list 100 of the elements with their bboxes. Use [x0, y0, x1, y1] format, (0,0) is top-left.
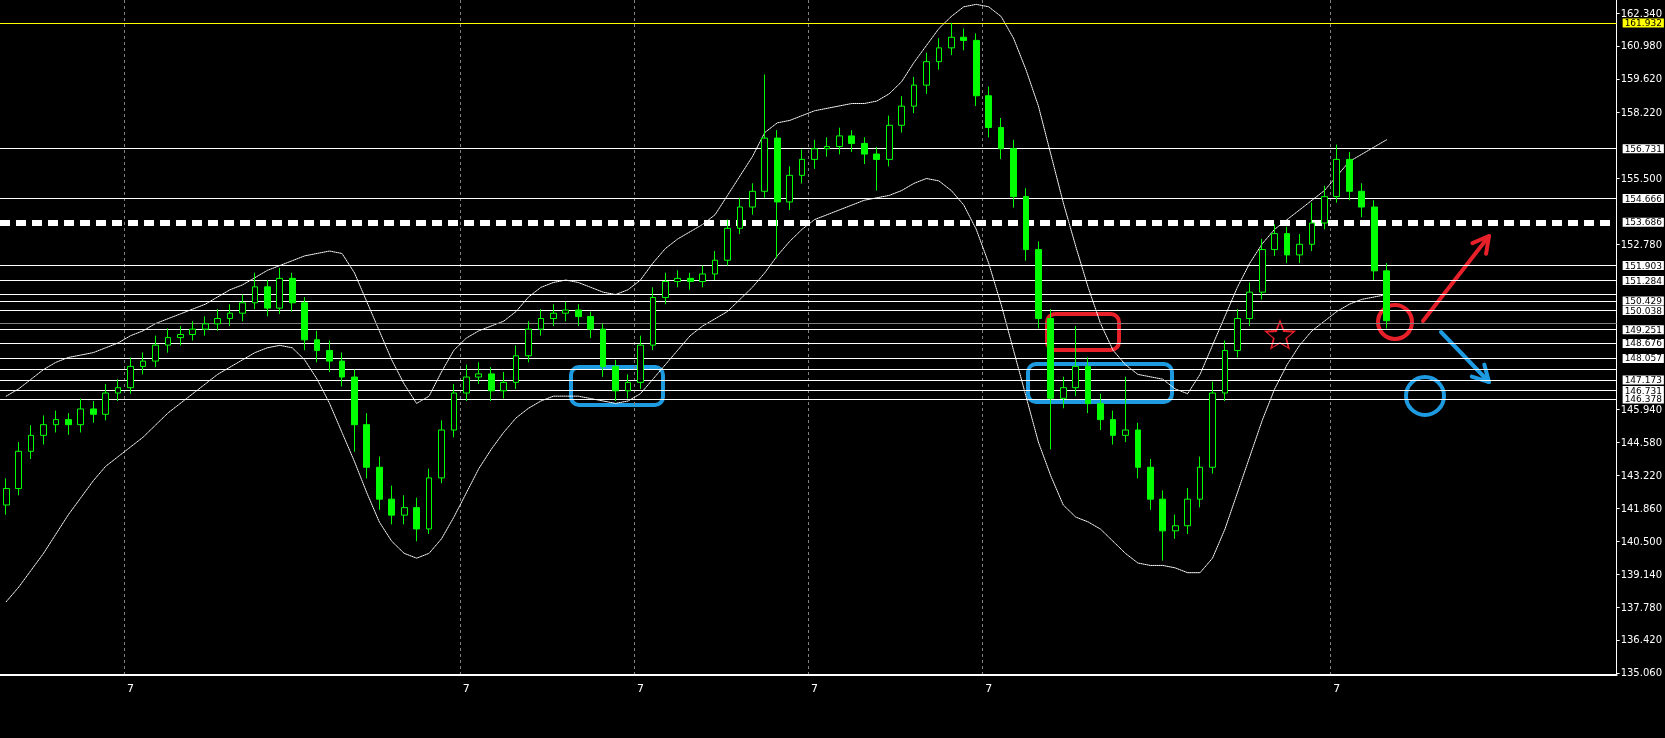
candlestick	[314, 330, 320, 363]
candlestick	[761, 73, 768, 199]
candlestick	[1321, 185, 1328, 230]
candlestick	[339, 352, 345, 387]
candlestick	[1060, 376, 1067, 409]
candlestick	[1209, 381, 1216, 475]
candlestick	[1234, 308, 1241, 358]
y-tick-label: 162.340	[1620, 7, 1663, 19]
candlestick	[612, 359, 619, 402]
candlestick	[28, 424, 34, 460]
y-tick-label: 145.940	[1620, 404, 1663, 416]
candlestick	[401, 494, 408, 525]
y-tick-label: 141.860	[1620, 502, 1663, 514]
candlestick	[1383, 262, 1390, 329]
candlestick	[1284, 226, 1290, 264]
candlestick	[1371, 199, 1378, 281]
candlestick	[1172, 514, 1179, 540]
candlestick	[438, 419, 445, 484]
candlestick	[898, 95, 905, 134]
candlestick	[326, 340, 333, 373]
candlestick	[214, 308, 221, 332]
candlestick	[861, 136, 868, 165]
x-tick-label: 7	[985, 682, 993, 695]
candlestick	[1097, 393, 1104, 431]
y-tick-label: 140.500	[1620, 535, 1663, 547]
candlestick	[451, 383, 457, 438]
candlestick	[1333, 144, 1340, 204]
candlestick	[1035, 240, 1042, 329]
candlestick	[189, 320, 196, 342]
candlestick	[363, 412, 370, 479]
candlestick	[562, 301, 569, 322]
candlestick	[724, 219, 731, 267]
candlestick	[699, 265, 706, 288]
candlestick	[376, 456, 383, 511]
candlestick	[923, 52, 930, 95]
candlestick	[15, 441, 22, 496]
y-tick-label: 158.220	[1620, 107, 1663, 119]
ref-line-label: 147.173	[1624, 374, 1662, 385]
y-tick-label: 160.980	[1620, 40, 1663, 52]
candlestick	[77, 398, 84, 433]
candlestick	[276, 267, 283, 315]
candlestick	[973, 32, 980, 107]
candlestick	[737, 197, 743, 235]
ref-line-label: 151.903	[1624, 260, 1662, 271]
y-tick-label: 159.620	[1620, 73, 1663, 85]
candlestick	[1309, 202, 1315, 252]
candlestick	[575, 303, 582, 327]
y-tick-label: 139.140	[1620, 568, 1663, 580]
candlestick	[53, 410, 59, 433]
y-tick-label: 137.780	[1620, 601, 1663, 613]
candlestick	[1110, 410, 1116, 446]
candlestick	[650, 286, 656, 351]
candlestick	[1047, 308, 1054, 450]
candlestick	[836, 127, 843, 155]
candlestick	[1072, 325, 1079, 397]
x-tick-label: 7	[636, 682, 644, 695]
candlestick	[351, 369, 358, 453]
candlestick	[3, 477, 10, 516]
candlestick	[1246, 281, 1253, 327]
candlestick	[873, 146, 880, 192]
candlestick	[1023, 187, 1029, 262]
candlestick	[687, 272, 694, 291]
candlestick	[115, 378, 121, 402]
candlestick	[1222, 340, 1228, 402]
y-tick-label: 135.060	[1620, 667, 1663, 679]
candlestick	[936, 37, 942, 71]
candlestick	[500, 371, 507, 400]
x-tick-label: 7	[1333, 682, 1341, 695]
ref-line-label: 156.731	[1624, 143, 1662, 154]
ref-line-label: 146.731	[1624, 385, 1662, 396]
candlestick	[948, 22, 955, 56]
ref-line-label: 154.666	[1624, 193, 1663, 204]
candlestick	[388, 485, 395, 525]
candlestick	[1197, 456, 1203, 508]
candlestick	[1147, 458, 1154, 511]
candlestick	[674, 269, 681, 288]
x-tick-label: 7	[127, 682, 135, 695]
candlestick	[152, 335, 159, 368]
candlestick	[625, 373, 631, 400]
candlestick	[811, 139, 818, 170]
candlestick	[749, 182, 756, 216]
candlestick	[426, 468, 432, 535]
candlestick	[140, 352, 146, 375]
candlestick	[587, 311, 594, 339]
candlestick	[960, 28, 967, 51]
x-tick-label: 7	[462, 682, 470, 695]
candlestick	[998, 117, 1004, 160]
candlestick	[1296, 233, 1303, 264]
candlestick	[600, 323, 606, 378]
candlestick	[1259, 238, 1266, 300]
ref-line-label: 151.284	[1624, 275, 1663, 286]
candlestick	[786, 165, 793, 211]
candlestick	[911, 76, 917, 114]
candlestick	[413, 497, 420, 542]
candlestick	[1184, 487, 1191, 535]
ref-line-label: 148.676	[1624, 338, 1663, 349]
candlestick	[662, 272, 669, 305]
y-tick-label: 143.220	[1620, 469, 1663, 481]
candlestick	[1085, 356, 1091, 414]
x-tick-label: 7	[811, 682, 819, 695]
